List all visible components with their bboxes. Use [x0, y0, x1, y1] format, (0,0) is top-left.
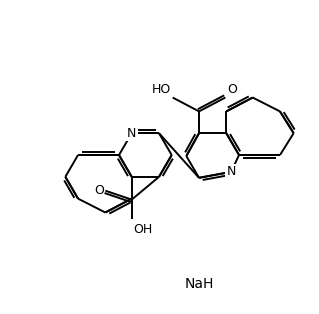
- Text: NaH: NaH: [184, 277, 214, 291]
- Text: HO: HO: [152, 83, 171, 96]
- Text: O: O: [227, 83, 237, 96]
- Text: OH: OH: [133, 223, 152, 236]
- Text: O: O: [94, 184, 104, 197]
- Text: N: N: [226, 165, 236, 178]
- Text: N: N: [127, 127, 137, 140]
